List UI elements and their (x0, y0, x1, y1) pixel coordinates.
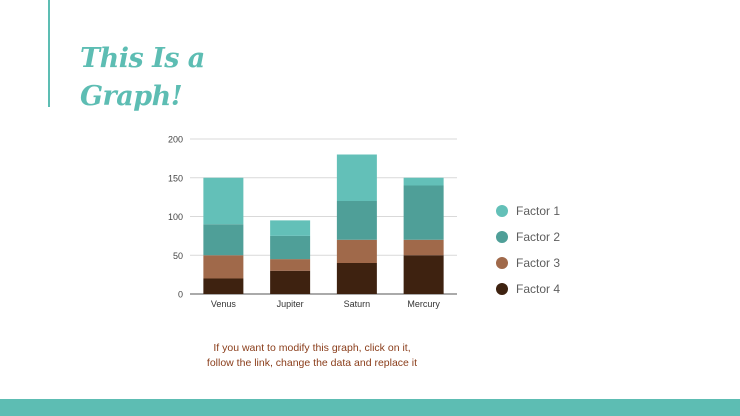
x-tick-label: Saturn (344, 299, 371, 309)
caption-line-1: If you want to modify this graph, click … (213, 342, 411, 354)
bar-jupiter-factor-4 (270, 270, 311, 294)
y-tick-label: 100 (168, 212, 183, 222)
y-tick-label: 150 (168, 173, 183, 183)
bar-mercury-factor-1 (403, 177, 444, 186)
x-tick-labels: Venus Jupiter Saturn Mercury (211, 299, 441, 309)
bar-venus-factor-3 (203, 255, 244, 279)
legend-swatch-icon (496, 256, 508, 269)
footer-accent-bar (0, 399, 740, 416)
bar-venus-factor-1 (203, 177, 244, 225)
x-tick-label: Mercury (407, 299, 440, 309)
bar-mercury-factor-4 (403, 255, 444, 294)
legend-swatch-icon (496, 230, 508, 243)
y-tick-label: 200 (168, 135, 183, 145)
y-tick-label: 0 (178, 290, 183, 300)
bar-venus-factor-2 (203, 224, 244, 256)
x-tick-label: Jupiter (277, 299, 304, 309)
instruction-caption: If you want to modify this graph, click … (162, 341, 462, 371)
bar-venus-factor-4 (203, 278, 244, 294)
caption-line-2: follow the link, change the data and rep… (206, 357, 418, 369)
legend-item-factor-1: Factor 1 (494, 202, 560, 219)
left-accent-rule (48, 0, 50, 107)
legend-label: Factor 2 (516, 229, 561, 244)
legend-label: Factor 3 (516, 255, 561, 270)
legend-item-factor-4: Factor 4 (494, 280, 560, 297)
legend-label: Factor 1 (516, 203, 561, 218)
x-tick-label: Venus (211, 299, 237, 309)
legend-swatch-icon (496, 204, 508, 217)
y-tick-label: 50 (173, 251, 183, 261)
bar-mercury-factor-3 (403, 239, 444, 256)
bar-mercury-factor-2 (403, 185, 444, 240)
bar-saturn-factor-1 (336, 154, 377, 201)
bar-saturn-factor-2 (336, 201, 377, 240)
bar-jupiter-factor-2 (270, 235, 311, 260)
bar-jupiter-factor-3 (270, 259, 311, 271)
bar-saturn-factor-4 (336, 263, 377, 294)
legend-item-factor-2: Factor 2 (494, 228, 560, 245)
legend-item-factor-3: Factor 3 (494, 254, 560, 271)
legend-label: Factor 4 (516, 281, 561, 296)
bar-saturn-factor-3 (336, 239, 377, 263)
bar-jupiter-factor-1 (270, 220, 311, 236)
page-title: This Is a Graph! (80, 43, 205, 112)
bars (203, 154, 444, 294)
chart-legend: Factor 1 Factor 2 Factor 3 Factor 4 (494, 202, 560, 297)
stacked-bar-chart[interactable]: 0 50 100 150 200 Venus Jupiter Saturn Mercury (160, 125, 470, 315)
y-tick-labels: 0 50 100 150 200 (168, 135, 183, 300)
legend-swatch-icon (496, 282, 508, 295)
